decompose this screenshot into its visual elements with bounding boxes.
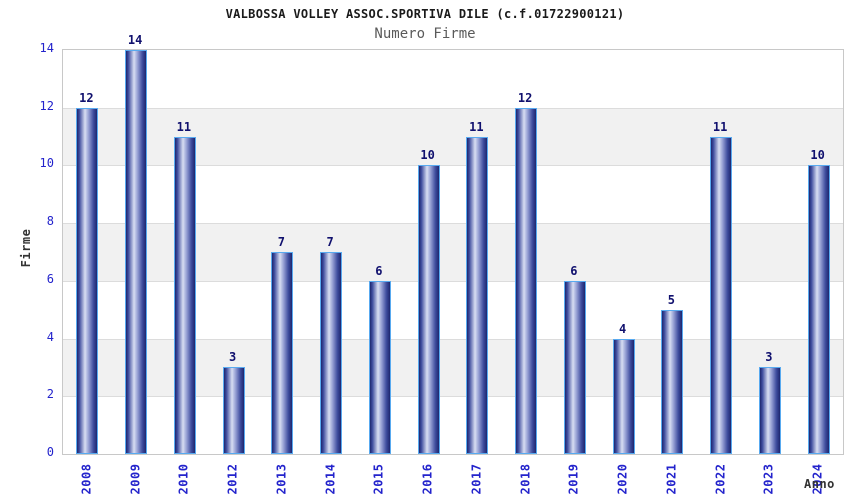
- x-tick: 2009: [117, 457, 153, 500]
- x-tick: 2008: [68, 457, 104, 500]
- bar-value: 12: [517, 90, 533, 105]
- x-tick: 2018: [507, 457, 543, 500]
- bar: [661, 309, 684, 454]
- plot-area: [62, 49, 844, 455]
- bar: [173, 136, 196, 454]
- x-tick: 2021: [653, 457, 689, 500]
- x-tick: 2015: [361, 457, 397, 500]
- bar-value: 7: [326, 235, 334, 249]
- bar: [368, 280, 391, 454]
- x-tick-label: 2022: [713, 463, 728, 495]
- bar: [758, 367, 781, 454]
- x-tick-label: 2021: [664, 463, 679, 495]
- x-tick: 2014: [312, 457, 348, 500]
- bar-value: 11: [469, 119, 484, 134]
- gridline: [63, 280, 843, 282]
- bar-value: 6: [570, 263, 578, 278]
- bar-value: 10: [810, 148, 825, 163]
- x-tick-label: 2014: [323, 463, 338, 495]
- x-tick-label: 2015: [371, 463, 386, 495]
- bar: [320, 252, 343, 454]
- y-tick-label: 4: [46, 329, 54, 344]
- gridline: [63, 396, 843, 398]
- bar-value: 14: [127, 33, 143, 47]
- x-tick-label: 2023: [761, 463, 776, 495]
- plot-band: [63, 50, 843, 108]
- bar: [76, 107, 99, 454]
- bar-value: 5: [667, 292, 675, 307]
- x-tick: 2019: [556, 457, 592, 500]
- bar-value: 12: [79, 90, 94, 105]
- x-tick: 2010: [166, 457, 202, 500]
- gridline: [63, 223, 843, 225]
- x-tick-label: 2013: [274, 463, 289, 495]
- gridline: [63, 107, 843, 109]
- x-tick-label: 2012: [225, 463, 240, 495]
- bar: [417, 165, 440, 454]
- x-tick-label: 2017: [469, 463, 484, 495]
- bar: [271, 252, 294, 454]
- bar: [515, 107, 538, 454]
- x-tick-label: 2010: [176, 463, 191, 495]
- bar: [466, 136, 489, 454]
- chart-title: VALBOSSA VOLLEY ASSOC.SPORTIVA DILE (c.f…: [225, 7, 625, 21]
- x-tick-label: 2019: [566, 463, 581, 495]
- bar: [563, 280, 586, 454]
- x-tick: 2020: [605, 457, 641, 500]
- x-tick: 2013: [263, 457, 299, 500]
- x-tick-label: 2008: [79, 463, 94, 495]
- x-tick: 2022: [702, 457, 738, 500]
- gridline: [63, 165, 843, 167]
- x-axis-label: Anno: [804, 477, 835, 491]
- x-tick-label: 2016: [420, 463, 435, 495]
- bar: [710, 136, 733, 454]
- y-axis-label: Firme: [19, 228, 33, 268]
- bar: [612, 338, 635, 454]
- bar-value: 6: [375, 263, 383, 278]
- x-tick: 2016: [410, 457, 446, 500]
- bar-value: 3: [765, 350, 773, 365]
- y-tick-label: 10: [39, 156, 54, 171]
- y-tick-label: 6: [46, 271, 54, 286]
- bar-value: 3: [229, 350, 237, 365]
- bar-value: 10: [420, 148, 435, 163]
- y-tick-label: 14: [39, 41, 54, 55]
- x-tick: 2012: [215, 457, 251, 500]
- chart-subtitle: Numero Firme: [374, 26, 476, 42]
- gridline: [63, 338, 843, 340]
- x-tick-label: 2009: [128, 463, 143, 495]
- y-tick-label: 0: [46, 445, 54, 459]
- x-tick: 2023: [751, 457, 787, 500]
- bar-value: 11: [176, 119, 192, 134]
- x-tick: 2017: [458, 457, 494, 500]
- bar: [222, 367, 245, 454]
- bar-value: 4: [619, 321, 627, 336]
- y-tick-label: 12: [39, 98, 54, 113]
- bar-value: 7: [277, 235, 285, 249]
- x-tick-label: 2020: [615, 463, 630, 495]
- bar: [125, 50, 148, 454]
- y-tick-label: 2: [46, 387, 54, 402]
- bar: [807, 165, 830, 454]
- x-tick-label: 2018: [518, 463, 533, 495]
- y-tick-label: 8: [46, 214, 54, 229]
- bar-value: 11: [712, 119, 728, 134]
